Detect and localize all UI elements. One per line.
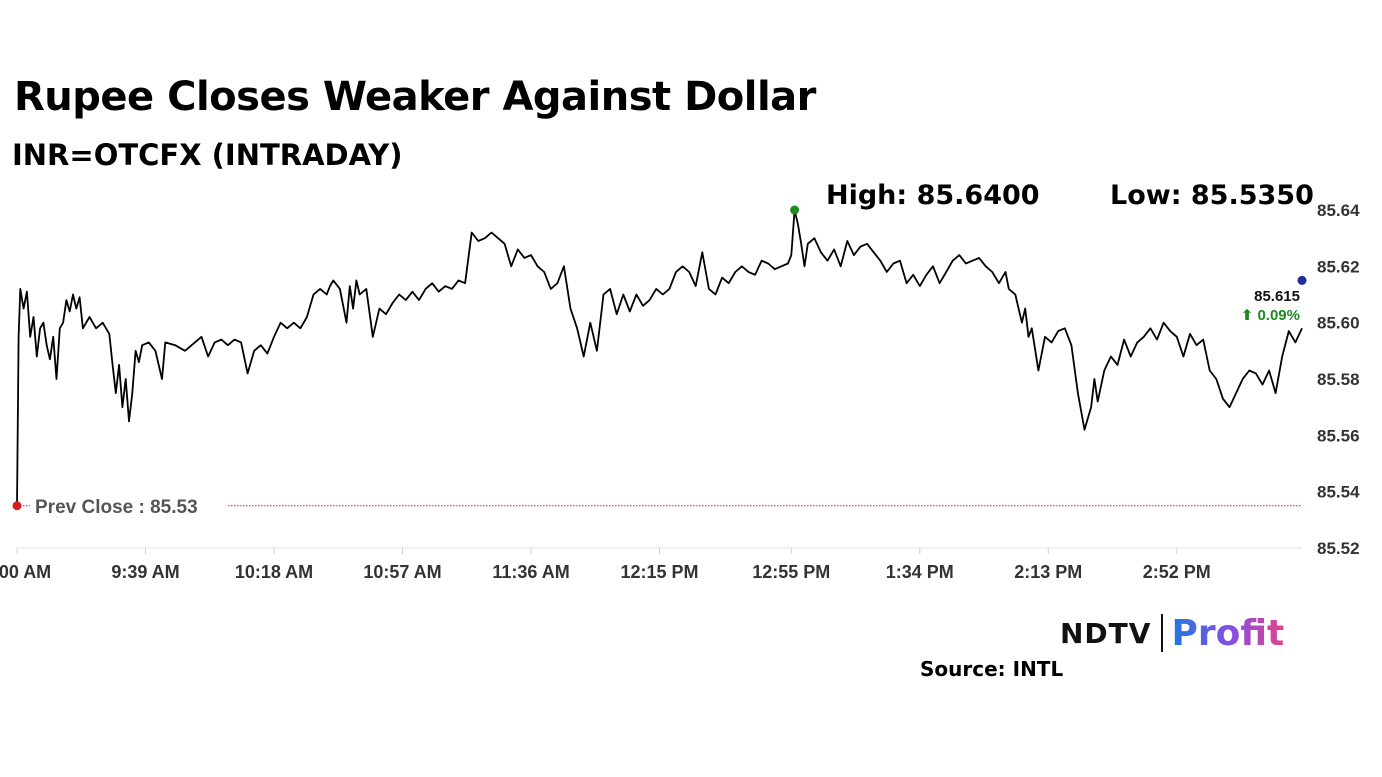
y-tick-label: 85.54	[1317, 483, 1360, 502]
x-tick-label: 9:00 AM	[0, 562, 51, 582]
y-tick-label: 85.58	[1317, 370, 1360, 389]
y-tick-label: 85.56	[1317, 426, 1360, 445]
prev-close-marker	[12, 501, 22, 511]
price-line	[16, 209, 1303, 506]
ndtv-wordmark: NDTV	[1060, 616, 1152, 650]
source-note: Source: INTL	[920, 657, 1064, 681]
chart-subtitle: INR=OTCFX (INTRADAY)	[12, 138, 403, 172]
y-tick-label: 85.64	[1317, 201, 1360, 220]
x-tick-label: 12:15 PM	[620, 562, 698, 582]
x-tick-label: 2:52 PM	[1143, 562, 1211, 582]
ndtv-profit-logo: NDTV Profit	[1060, 612, 1284, 654]
prev-close-label: Prev Close : 85.53	[35, 497, 198, 518]
y-tick-label: 85.60	[1317, 314, 1360, 333]
high-label: High: 85.6400	[826, 180, 1040, 211]
change-label: ⬆ 0.09%	[1241, 307, 1300, 324]
y-tick-label: 85.62	[1317, 257, 1360, 276]
x-tick-label: 2:13 PM	[1014, 562, 1082, 582]
high-marker	[790, 205, 800, 215]
x-tick-label: 12:55 PM	[752, 562, 830, 582]
y-tick-label: 85.52	[1317, 539, 1360, 558]
low-label: Low: 85.5350	[1110, 180, 1314, 211]
x-tick-label: 9:39 AM	[111, 562, 179, 582]
x-tick-label: 11:36 AM	[492, 562, 569, 582]
last-value-label: 85.615	[1254, 288, 1300, 305]
x-tick-label: 1:34 PM	[886, 562, 954, 582]
x-tick-label: 10:57 AM	[363, 562, 441, 582]
logo-divider	[1161, 614, 1164, 652]
profit-wordmark: Profit	[1171, 612, 1285, 654]
last-value-marker	[1297, 275, 1307, 285]
x-tick-label: 10:18 AM	[235, 562, 313, 582]
chart-title: Rupee Closes Weaker Against Dollar	[14, 74, 816, 120]
